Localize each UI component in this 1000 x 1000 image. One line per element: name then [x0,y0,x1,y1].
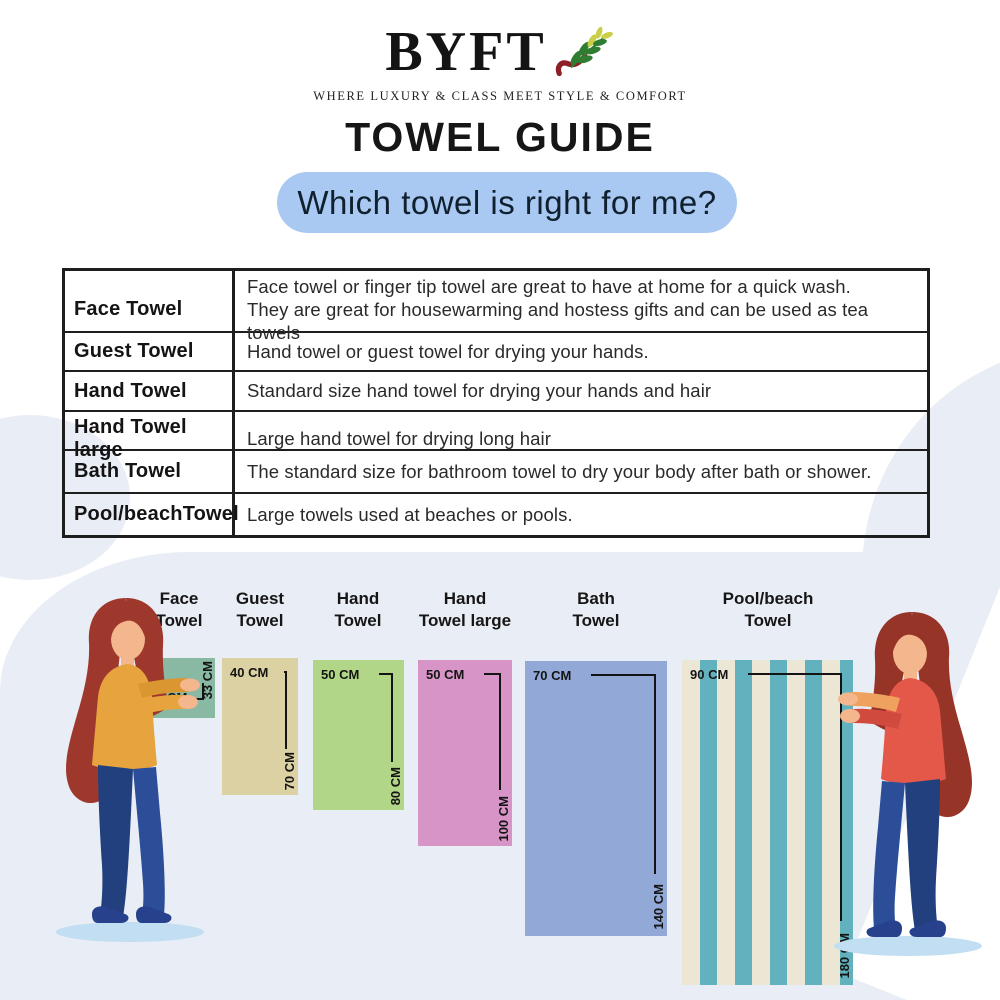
height-dimension-label: 80 CM [388,766,403,805]
question-banner: Which towel is right for me? [277,172,737,233]
brand-tagline: WHERE LUXURY & CLASS MEET STYLE & COMFOR… [313,89,687,103]
table-row: Hand Towel Standard size hand towel for … [65,372,927,412]
width-dimension-label: 50 CM [426,667,465,682]
dimension-line [379,673,393,762]
row-term: Guest Towel [65,333,235,370]
towel-name-bath: Bath Towel [572,589,620,631]
row-description: Face towel or finger tip towel are great… [235,271,927,348]
table-row: Pool/beachTowel Large towels used at bea… [65,494,927,535]
towel-swatch-hand-large: 50 CM 100 CM [418,660,512,846]
row-description-line1: Face towel or finger tip towel are great… [247,276,851,297]
dimension-line [484,673,501,790]
dimension-line [191,683,204,700]
width-dimension-label: 40 CM [230,665,269,680]
dimension-line [284,671,287,749]
header: BYFT WHERE LUXURY & CLASS MEET STYLE & C… [0,24,1000,161]
towel-name-hand-large: Hand Towel large [418,589,512,631]
row-term: Pool/beachTowel [65,494,239,535]
row-term: Face Towel [65,271,235,349]
dimension-line [591,674,656,874]
dimension-line [748,673,842,921]
height-dimension-label: 70 CM [282,751,297,790]
row-term: Hand Towel large [65,412,235,466]
row-description-line2: They are great for housewarming and host… [247,299,869,344]
table-row: Hand Towel large Large hand towel for dr… [65,412,927,466]
height-dimension-label: 140 CM [651,884,666,930]
illustration-woman-right [820,606,1000,963]
height-dimension-label: 100 CM [496,796,511,842]
towel-swatch-hand: 50 CM 80 CM [313,660,404,810]
table-row: Bath Towel The standard size for bathroo… [65,451,927,494]
width-dimension-label: 70 CM [533,668,572,683]
towel-swatch-guest: 40 CM 70 CM [222,658,298,795]
row-description: Standard size hand towel for drying your… [247,380,712,402]
towel-swatch-bath: 70 CM 140 CM [525,661,667,936]
table-row: Face Towel Face towel or finger tip towe… [65,271,927,349]
row-term: Bath Towel [65,451,235,492]
row-description: The standard size for bathroom towel to … [247,460,872,482]
row-description: Large towels used at beaches or pools. [247,503,573,525]
row-description: Hand towel or guest towel for drying you… [247,340,649,362]
width-dimension-label: 50 CM [321,667,360,682]
towel-name-hand: Hand Towel [334,589,382,631]
row-term: Hand Towel [65,372,235,410]
towel-name-face: Face Towel [155,589,203,631]
towel-name-pool-beach: Pool/beach Towel [722,589,814,631]
brand-logo: BYFT [0,24,1000,87]
towel-swatch-pool-beach: 90 CM 180 CM [682,660,853,985]
page-title: TOWEL GUIDE [345,114,655,160]
brand-name: BYFT [385,21,547,83]
towel-guide-table: Face Towel Face towel or finger tip towe… [62,268,930,538]
leaf-branch-icon [553,26,615,87]
question-banner-text: Which towel is right for me? [297,183,717,221]
width-dimension-label: 90 CM [690,667,729,682]
row-description: Large hand towel for drying long hair [247,428,551,450]
towel-name-guest: Guest Towel [235,589,285,631]
illustration-woman-left [38,592,218,949]
table-row: Guest Towel Hand towel or guest towel fo… [65,333,927,372]
